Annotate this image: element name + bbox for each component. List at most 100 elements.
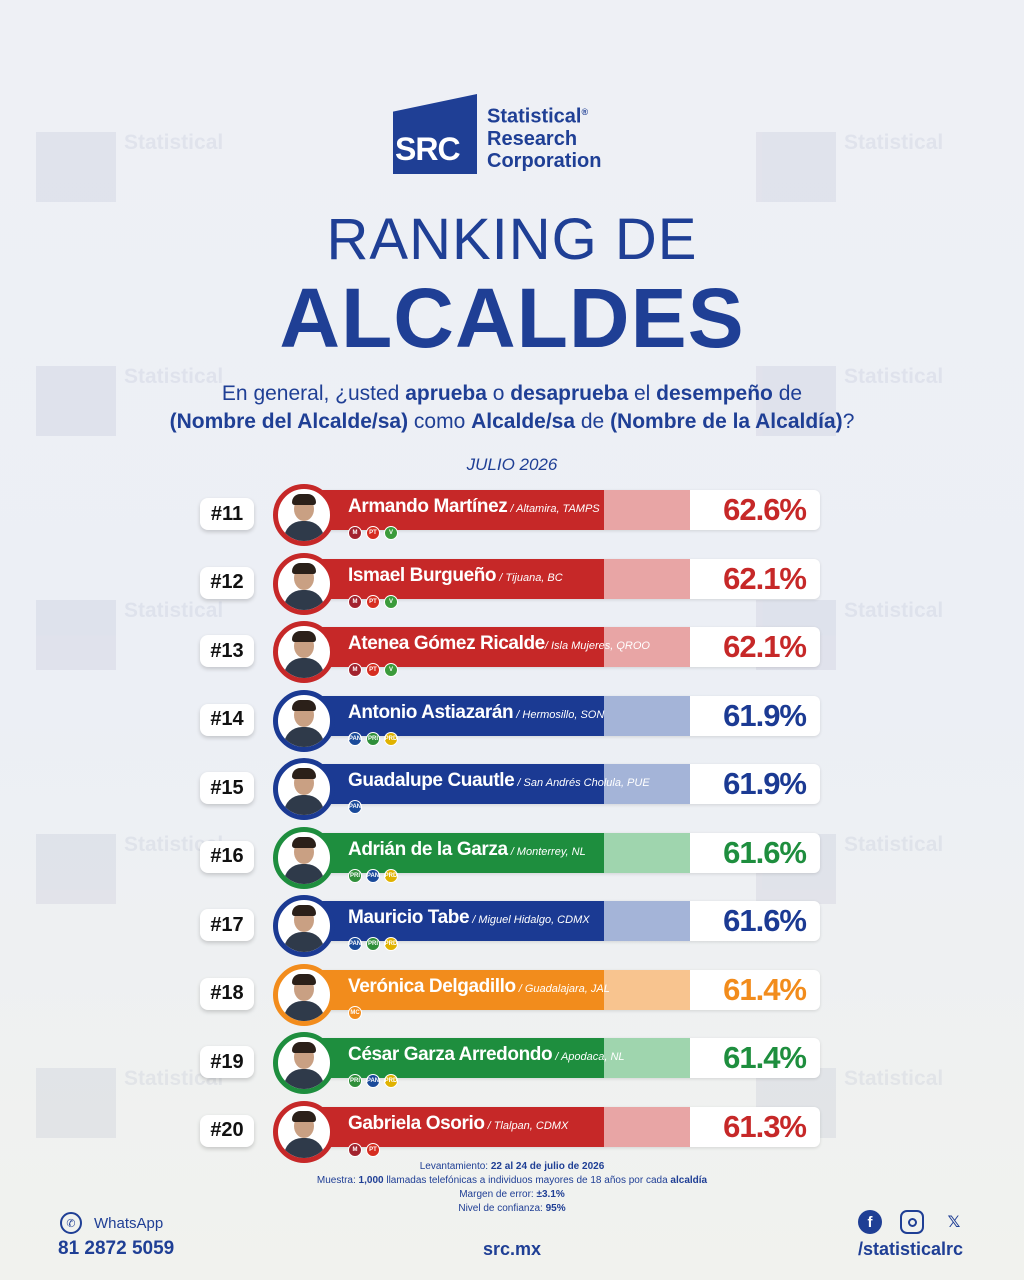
approval-percent: 62.6% bbox=[723, 492, 807, 527]
mayor-place: / Miguel Hidalgo, CDMX bbox=[469, 914, 590, 926]
party-logos: PAN bbox=[348, 800, 362, 814]
mayor-avatar bbox=[273, 758, 335, 820]
whatsapp-icon: ✆ bbox=[60, 1212, 82, 1234]
pt-logo: PT bbox=[366, 663, 380, 677]
party-logos: M PT bbox=[348, 1142, 380, 1157]
approval-bar: Verónica Delgadillo / Guadalajara, JAL 6… bbox=[300, 969, 820, 1010]
x-icon[interactable]: 𝕏 bbox=[947, 1214, 961, 1231]
bar-fill bbox=[300, 969, 605, 1010]
bar-fill bbox=[300, 901, 605, 941]
mayor-avatar bbox=[273, 1032, 335, 1094]
website-link[interactable]: src.mx bbox=[482, 1239, 542, 1259]
mayor-place: / Monterrey, NL bbox=[507, 845, 586, 858]
pt-logo: PT bbox=[366, 594, 380, 609]
mayor-name-text: Mauricio Tabe bbox=[348, 907, 470, 928]
mayor-name: Armando Martínez / Altamira, TAMPS bbox=[348, 496, 600, 518]
rank-badge: #16 bbox=[200, 840, 254, 873]
question-text: o bbox=[486, 382, 511, 405]
ranking-row: #20 Gabriela Osorio / Tlalpan, CDMX 61.3… bbox=[0, 1100, 1024, 1163]
approval-percent: 61.9% bbox=[723, 766, 807, 801]
mayor-name: Ismael Burgueño / Tijuana, BC bbox=[348, 565, 563, 587]
question-emphasis: aprueba bbox=[405, 382, 487, 405]
src-logo-mark: SRC bbox=[393, 94, 477, 174]
watermark-text: Statistical bbox=[844, 1067, 944, 1090]
whatsapp-contact[interactable]: ✆ WhatsApp bbox=[60, 1212, 163, 1234]
title-line2: ALCALDES bbox=[279, 271, 745, 365]
rank-badge: #11 bbox=[200, 498, 254, 530]
mayor-avatar bbox=[273, 826, 335, 889]
approval-bar: Atenea Gómez Ricalde/ Isla Mujeres, QROO… bbox=[300, 627, 820, 667]
approval-bar: Armando Martínez / Altamira, TAMPS 62.6% bbox=[300, 490, 820, 530]
approval-bar: Adrián de la Garza / Monterrey, NL 61.6% bbox=[300, 832, 820, 873]
watermark-text: Statistical bbox=[844, 131, 944, 154]
sample-value: 1,000 bbox=[358, 1175, 384, 1186]
mayor-name-text: Adrián de la Garza bbox=[348, 838, 508, 860]
instagram-icon[interactable] bbox=[900, 1210, 924, 1234]
bar-fill bbox=[300, 490, 605, 530]
question-text: como bbox=[408, 410, 472, 433]
mayor-name: Mauricio Tabe / Miguel Hidalgo, CDMX bbox=[348, 907, 590, 929]
watermark-text: Statistical bbox=[124, 599, 224, 622]
bar-fill bbox=[300, 627, 605, 667]
rank-badge: #15 bbox=[200, 772, 254, 804]
approval-percent: 62.1% bbox=[723, 560, 807, 596]
phone-number[interactable]: 81 2872 5059 bbox=[58, 1238, 175, 1259]
brand-abbr: SRC bbox=[395, 131, 461, 167]
pvem-logo: V bbox=[384, 526, 398, 540]
mayor-name: Gabriela Osorio / Tlalpan, CDMX bbox=[348, 1113, 568, 1135]
approval-bar: Ismael Burgueño / Tijuana, BC 62.1% bbox=[300, 558, 820, 599]
ranking-row: #17 Mauricio Tabe / Miguel Hidalgo, CDMX… bbox=[0, 895, 1024, 957]
bar-fill-light bbox=[604, 901, 690, 941]
brand-name: Statistical® Research Corporation bbox=[487, 101, 601, 174]
rank-badge: #19 bbox=[200, 1046, 254, 1078]
watermark: Statistical bbox=[36, 366, 223, 436]
bar-fill-light bbox=[604, 832, 690, 873]
watermark-text: Statistical bbox=[124, 365, 224, 388]
fieldwork-dates: Levantamiento: 22 al 24 de julio de 2026 bbox=[0, 1160, 1024, 1174]
social-handle[interactable]: /statisticalrc bbox=[858, 1239, 964, 1259]
mayor-name-text: Verónica Delgadillo bbox=[348, 975, 516, 997]
mayor-name-text: Ismael Burgueño bbox=[348, 564, 497, 586]
sample-label: Muestra: bbox=[316, 1175, 359, 1186]
party-logos: M PT V bbox=[348, 663, 398, 677]
mayor-place: / Isla Mujeres, QROO bbox=[544, 640, 650, 652]
pan-logo: PAN bbox=[366, 1074, 380, 1088]
margin-of-error: Margen de error: ±3.1% bbox=[0, 1188, 1024, 1202]
watermark: Statistical bbox=[36, 132, 223, 202]
pan-logo: PAN bbox=[348, 800, 362, 814]
approval-percent: 61.6% bbox=[723, 903, 807, 938]
pan-logo: PAN bbox=[348, 731, 362, 746]
question-emphasis: (Nombre de la Alcaldía) bbox=[610, 410, 843, 433]
prd-logo: PRD bbox=[384, 731, 398, 746]
sample-unit: alcaldía bbox=[670, 1175, 708, 1186]
bar-fill bbox=[300, 832, 605, 873]
question-text: de bbox=[772, 382, 803, 405]
question-emphasis: desaprueba bbox=[510, 382, 629, 405]
bar-fill-light bbox=[604, 695, 690, 736]
bar-fill bbox=[300, 695, 605, 736]
bar-fill-light bbox=[604, 558, 690, 599]
brand-name-line1: Statistical bbox=[487, 106, 582, 128]
party-logos: PRI PAN PRD bbox=[348, 1074, 398, 1088]
fieldwork-label: Levantamiento: bbox=[419, 1161, 491, 1172]
rank-badge: #20 bbox=[200, 1114, 254, 1147]
bar-fill-light bbox=[604, 969, 690, 1010]
watermark: Statistical bbox=[756, 366, 943, 436]
ranking-row: #12 Ismael Burgueño / Tijuana, BC 62.1% … bbox=[0, 552, 1024, 615]
watermark-text: Statistical bbox=[124, 131, 224, 154]
survey-month: JULIO 2026 bbox=[466, 455, 558, 474]
watermark: Statistical bbox=[756, 132, 943, 202]
morena-logo: M bbox=[348, 1142, 362, 1157]
morena-logo: M bbox=[348, 594, 362, 609]
party-logos: M PT V bbox=[348, 594, 398, 609]
ranking-row: #15 Guadalupe Cuautle / San Andrés Cholu… bbox=[0, 758, 1024, 820]
facebook-icon[interactable]: f bbox=[858, 1210, 882, 1234]
confidence-label: Nivel de confianza: bbox=[458, 1203, 546, 1214]
approval-percent: 61.3% bbox=[723, 1108, 807, 1144]
watermark: Statistical bbox=[36, 834, 223, 904]
survey-question: En general, ¿usted aprueba o desaprueba … bbox=[0, 380, 1024, 436]
brand-logo: SRC Statistical® Research Corporation bbox=[393, 94, 601, 174]
ranking-row: #14 Antonio Astiazarán / Hermosillo, SON… bbox=[0, 689, 1024, 752]
mayor-place: / Tijuana, BC bbox=[496, 571, 563, 584]
mayor-place: / Hermosillo, SON bbox=[513, 708, 605, 721]
